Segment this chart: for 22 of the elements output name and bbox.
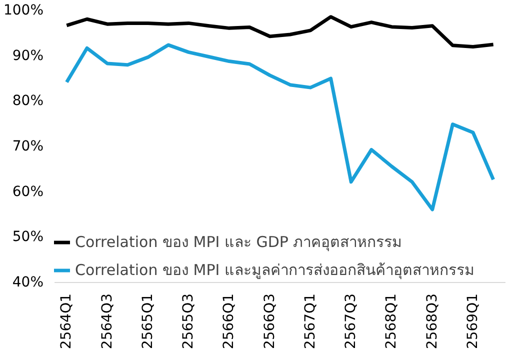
y-tick-label: 90% xyxy=(12,48,44,64)
line-series xyxy=(64,15,496,49)
legend-label: Correlation ของ MPI และ GDP ภาคอุตสาหกรรม xyxy=(75,232,402,254)
y-tick-label: 80% xyxy=(12,93,44,110)
y-tick-label: 50% xyxy=(12,229,44,246)
x-tick-label: 2567Q1 xyxy=(302,293,318,350)
x-tick-label: 2568Q3 xyxy=(424,293,440,350)
x-tick-label: 2564Q3 xyxy=(99,293,116,350)
x-tick-label: 2568Q1 xyxy=(384,293,400,350)
y-tick-label: 100% xyxy=(3,2,44,18)
y-tick-label: 40% xyxy=(12,274,44,290)
line-series xyxy=(64,43,496,212)
x-tick-label: 2564Q1 xyxy=(58,293,75,350)
x-tick-label: 2567Q3 xyxy=(343,293,360,350)
y-tick-label: 60% xyxy=(12,184,44,200)
legend-label: Correlation ของ MPI และมูลค่าการส่งออกสินค้าอุตสาหกรรม xyxy=(75,260,474,282)
x-tick-label: 2565Q1 xyxy=(140,293,156,350)
x-tick-label: 2566Q1 xyxy=(221,293,238,350)
x-tick-label: 2566Q3 xyxy=(262,293,278,350)
x-tick-label: 2569Q1 xyxy=(464,293,481,350)
y-tick-label: 70% xyxy=(12,138,44,154)
x-tick-label: 2565Q3 xyxy=(180,293,197,350)
